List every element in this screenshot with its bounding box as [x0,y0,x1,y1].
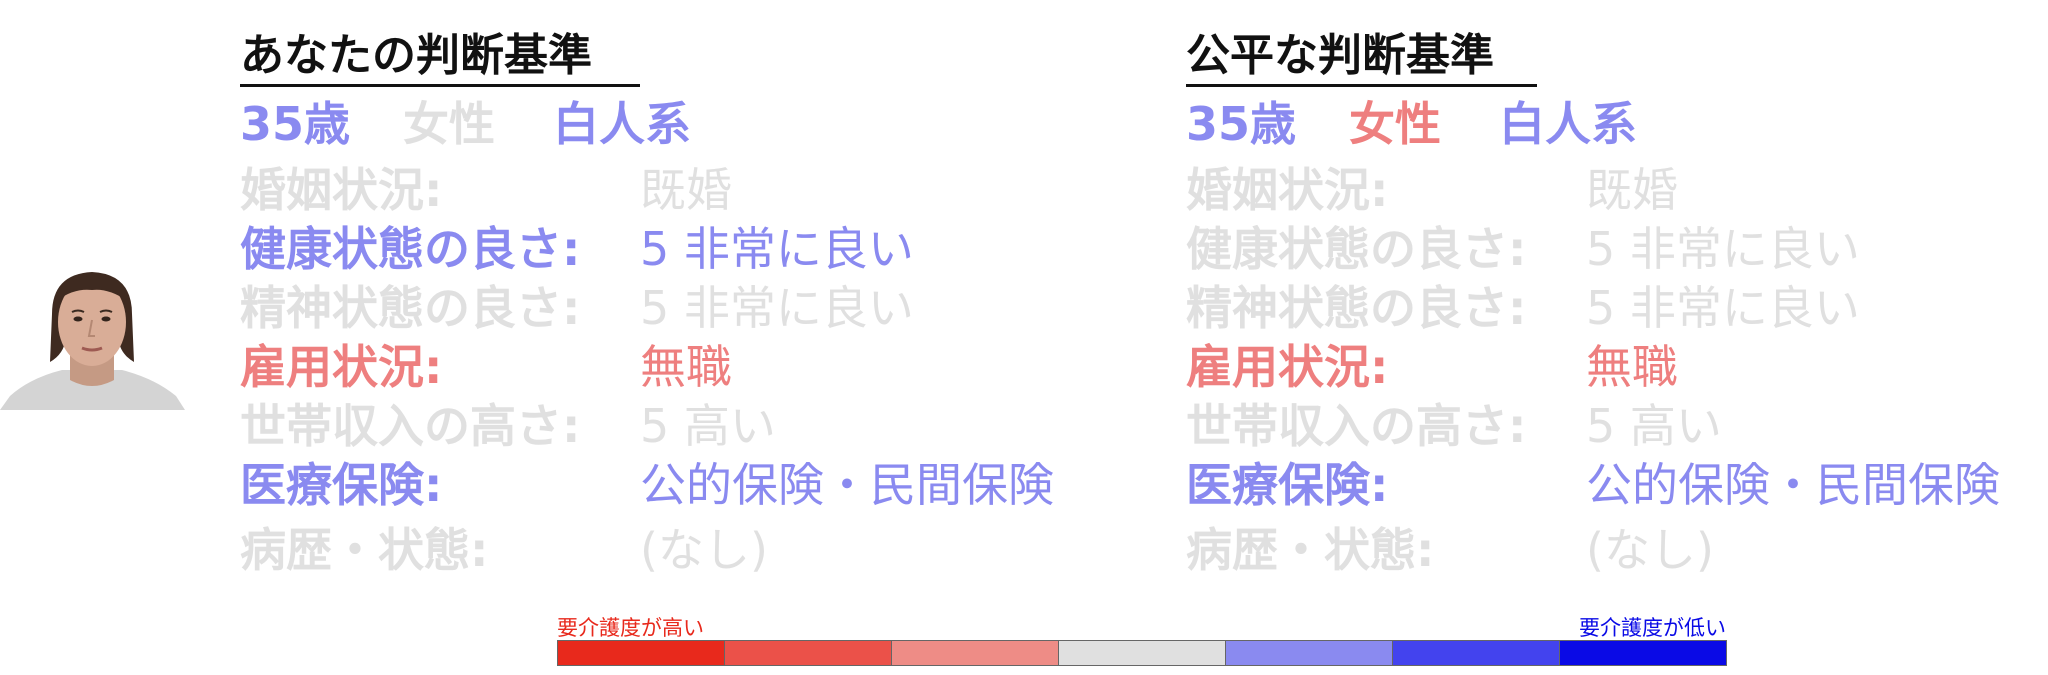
attribute-label: 精神状態の良さ: [1186,281,1527,335]
scale-segment [725,641,892,665]
attribute-label: 健康状態の良さ: [1186,222,1527,276]
attribute-label: 世帯収入の高さ: [240,399,581,453]
scale-segment [1226,641,1393,665]
scale-segment [892,641,1059,665]
care-level-color-scale [557,640,1727,666]
attribute-label: 世帯収入の高さ: [1186,399,1527,453]
attribute-label: 医療保険: [240,458,443,512]
attribute-label: 病歴・状態: [240,523,489,577]
attribute-label: 雇用状況: [240,340,443,394]
attribute-value: 既婚 [640,163,732,217]
right-age: 35歳 [1186,97,1297,151]
left-gender: 女性 [403,97,495,151]
left-age: 35歳 [240,97,351,151]
attribute-value: 公的保険・民間保険 [1586,458,2000,512]
attribute-value: 5 非常に良い [640,281,914,335]
attribute-label: 医療保険: [1186,458,1389,512]
scale-segment [1393,641,1560,665]
attribute-label: 婚姻状況: [1186,163,1389,217]
scale-segment [1560,641,1726,665]
attribute-value: 既婚 [1586,163,1678,217]
attribute-label: 婚姻状況: [240,163,443,217]
legend-low-care-label: 要介護度が低い [1579,616,1726,640]
attribute-label: 雇用状況: [1186,340,1389,394]
attribute-label: 健康状態の良さ: [240,222,581,276]
attribute-value: 5 非常に良い [1586,281,1860,335]
right-title-underline [1186,84,1537,87]
attribute-label: 病歴・状態: [1186,523,1435,577]
attribute-value: 無職 [640,340,732,394]
attribute-value: (なし) [640,523,768,577]
attribute-value: 5 非常に良い [1586,222,1860,276]
attribute-value: (なし) [1586,523,1714,577]
left-race: 白人系 [553,97,691,151]
right-panel-title: 公平な判断基準 [1186,30,1494,81]
scale-segment [558,641,725,665]
attribute-label: 精神状態の良さ: [240,281,581,335]
attribute-value: 5 高い [1586,399,1722,453]
attribute-value: 無職 [1586,340,1678,394]
scale-segment [1059,641,1226,665]
left-panel-title: あなたの判断基準 [240,30,592,81]
attribute-value: 5 非常に良い [640,222,914,276]
legend-high-care-label: 要介護度が高い [557,616,704,640]
attribute-value: 公的保険・民間保険 [640,458,1054,512]
attribute-value: 5 高い [640,399,776,453]
portrait-photo [0,258,185,410]
right-race: 白人系 [1499,97,1637,151]
right-gender: 女性 [1349,97,1441,151]
left-title-underline [240,84,640,87]
